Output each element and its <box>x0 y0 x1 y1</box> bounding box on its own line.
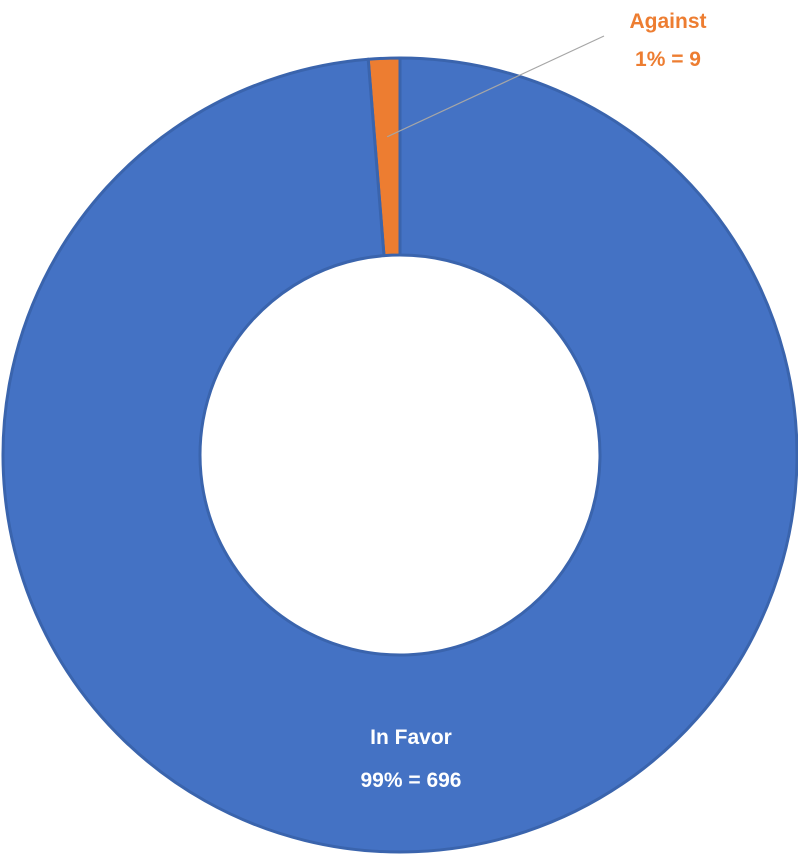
against-leader-line <box>386 35 605 138</box>
in-favor-label-name: In Favor <box>370 726 452 749</box>
in-favor-label-value: 99% = 696 <box>360 769 461 792</box>
against-label-name: Against <box>629 10 706 33</box>
donut-slices <box>1 56 798 854</box>
slice-in-favor <box>1 56 798 854</box>
against-label-value: 1% = 9 <box>635 48 701 71</box>
